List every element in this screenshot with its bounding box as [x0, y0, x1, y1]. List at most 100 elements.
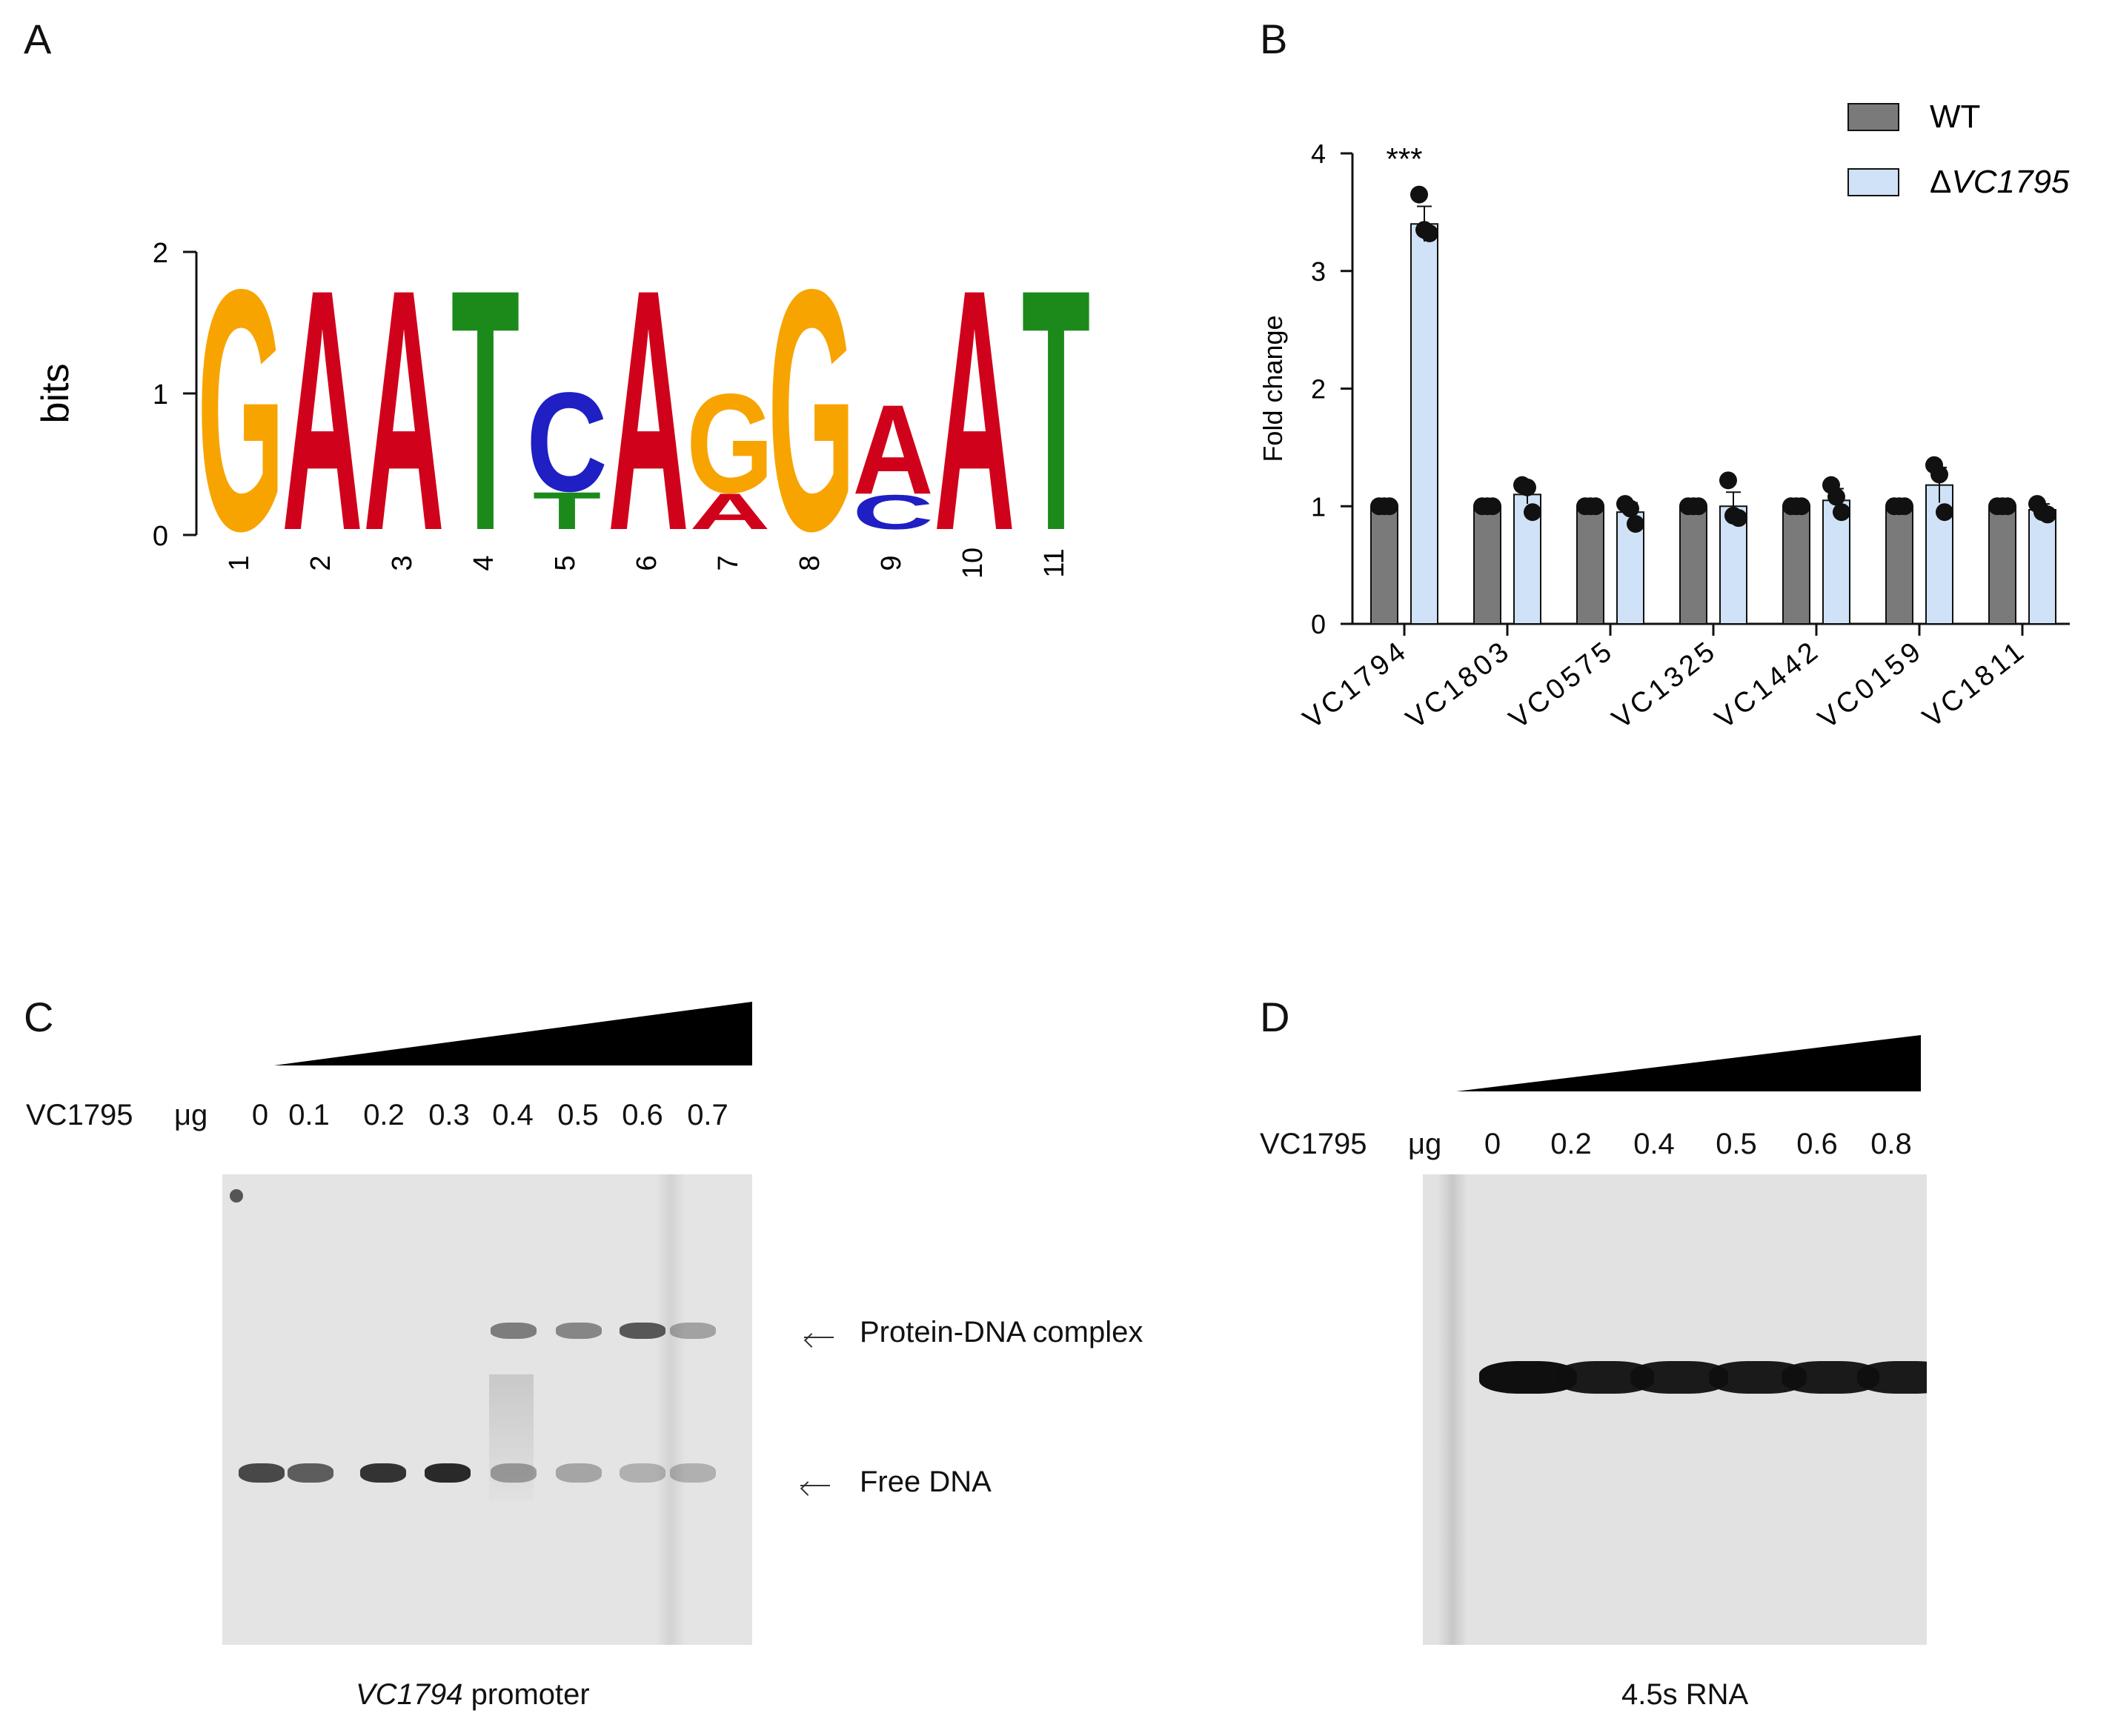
amount-label-c: 0.1 [288, 1099, 330, 1131]
complex-band [620, 1323, 665, 1339]
y-tick-label: 3 [1311, 256, 1326, 287]
y-axis-label: Fold change [1258, 315, 1288, 462]
y-tick-label: 2 [1311, 374, 1326, 405]
logo-x-tick-label: 11 [1039, 548, 1070, 577]
bar-VC1811-1 [2028, 509, 2056, 625]
logo-y-tick-label: 1 [153, 379, 168, 410]
data-point [1719, 471, 1737, 490]
logo-x-tick-label: 7 [713, 555, 744, 571]
amount-label-d: 0.8 [1870, 1128, 1912, 1160]
logo-letter-G: G [686, 364, 774, 522]
data-point [2039, 505, 2056, 524]
logo-x-tick-label: 8 [794, 555, 826, 571]
gel-smear-c [489, 1374, 534, 1500]
panel-letter-d: D [1260, 994, 1290, 1040]
data-point [1410, 185, 1428, 204]
bar-VC1803-0 [1473, 505, 1501, 625]
amount-label-c: 0.5 [557, 1099, 599, 1131]
bar-VC1442-1 [1822, 499, 1850, 625]
amount-label-d: 0.4 [1633, 1128, 1675, 1160]
data-point [1524, 503, 1541, 522]
data-point [1896, 497, 1913, 516]
bar-VC0159-0 [1885, 505, 1913, 625]
gel-artifact-c [230, 1189, 243, 1203]
data-point [1730, 509, 1747, 528]
logo-x-tick-label: 2 [305, 555, 336, 571]
data-point [1793, 497, 1810, 516]
complex-label: Protein-DNA complex [860, 1316, 1143, 1348]
complex-arrow-head [804, 1333, 819, 1348]
x-tick-label: VC0575 [1504, 634, 1621, 735]
amount-label-c: 0.4 [492, 1099, 534, 1131]
gel-smear-c-2 [656, 1174, 685, 1645]
logo-letter-A: A [852, 379, 933, 521]
legend-gene: VC1795 [1951, 164, 2070, 200]
logo-x-tick-label: 1 [224, 555, 255, 571]
legend-label-1: ΔVC1795 [1930, 164, 2070, 200]
complex-arrow [804, 1337, 834, 1338]
panel-letter-c: C [24, 994, 54, 1040]
free-dna-band [670, 1463, 716, 1483]
x-tick-label: VC1794 [1298, 634, 1415, 735]
amount-label-c: 0.2 [363, 1099, 405, 1131]
complex-band [556, 1323, 602, 1339]
logo-letter-C: C [526, 363, 607, 522]
amount-label-c: 0.7 [687, 1099, 728, 1131]
free-dna-band [556, 1463, 602, 1483]
caption-c-gene: VC1794 [356, 1678, 463, 1711]
logo-x-tick-label: 10 [957, 548, 989, 579]
unit-label-c: μg [174, 1099, 208, 1131]
free-dna-band [288, 1463, 333, 1483]
bar-VC1794-1 [1410, 223, 1438, 625]
logo-letter-G: G [197, 219, 285, 603]
y-tick-label: 4 [1311, 139, 1326, 169]
data-point [1690, 497, 1707, 516]
complex-band [491, 1323, 537, 1339]
panel-letter-b: B [1260, 16, 1288, 62]
logo-letter-T: T [451, 219, 520, 603]
significance-label: *** [1386, 142, 1422, 176]
free-dna-band [239, 1463, 285, 1483]
legend-swatch-1 [1847, 168, 1899, 196]
logo-y-label: bits [34, 364, 77, 424]
free-dna-band [620, 1463, 665, 1483]
amount-label-c: 0.3 [428, 1099, 470, 1131]
panel-letter-a: A [24, 16, 52, 62]
logo-letter-A: A [282, 219, 362, 603]
logo-letter-A: A [689, 482, 770, 539]
logo-letter-G: G [768, 219, 855, 603]
logo-y-tick-label: 2 [153, 238, 168, 269]
gel-edge-d [1438, 1174, 1467, 1645]
x-tick-label: VC1803 [1401, 634, 1518, 735]
free-dna-arrow [800, 1485, 830, 1486]
logo-x-tick-label: 5 [550, 555, 581, 571]
x-tick-label: VC1442 [1710, 634, 1827, 735]
logo-letter-C: C [852, 485, 933, 539]
logo-xticks: 1 2 3 4 5 6 7 8 9 10 11 [224, 548, 1070, 579]
caption-c-rest: promoter [462, 1678, 590, 1711]
rna-band [1857, 1361, 1927, 1394]
gradient-wedge-c [274, 1002, 752, 1065]
protein-label-d: VC1795 [1260, 1128, 1367, 1160]
logo-letter-A: A [934, 219, 1015, 603]
logo-axis: 0 1 2 bits [34, 238, 198, 552]
logo-x-tick-label: 9 [876, 555, 907, 571]
bar-VC1442-0 [1782, 505, 1810, 625]
data-point [1999, 497, 2016, 516]
logo-letter-A: A [608, 219, 688, 603]
bar-VC1794-0 [1370, 505, 1398, 625]
logo-letter-A: A [363, 219, 444, 603]
y-tick-label: 0 [1311, 609, 1326, 639]
data-point [1421, 224, 1438, 242]
chart-marks: *** [1370, 142, 2056, 625]
amount-labels-d: 0 0.2 0.4 0.5 0.6 0.8 [0, 1128, 2115, 1165]
amount-label-d: 0.5 [1716, 1128, 1757, 1160]
data-point [1518, 478, 1536, 496]
data-point [1936, 503, 1953, 522]
amount-labels-c: 0 0.1 0.2 0.3 0.4 0.5 0.6 0.7 [0, 1099, 815, 1136]
legend-label-0: WT [1930, 99, 1980, 135]
logo-x-tick-label: 3 [387, 555, 418, 571]
free-dna-label: Free DNA [860, 1466, 992, 1498]
free-dna-band [491, 1463, 537, 1483]
